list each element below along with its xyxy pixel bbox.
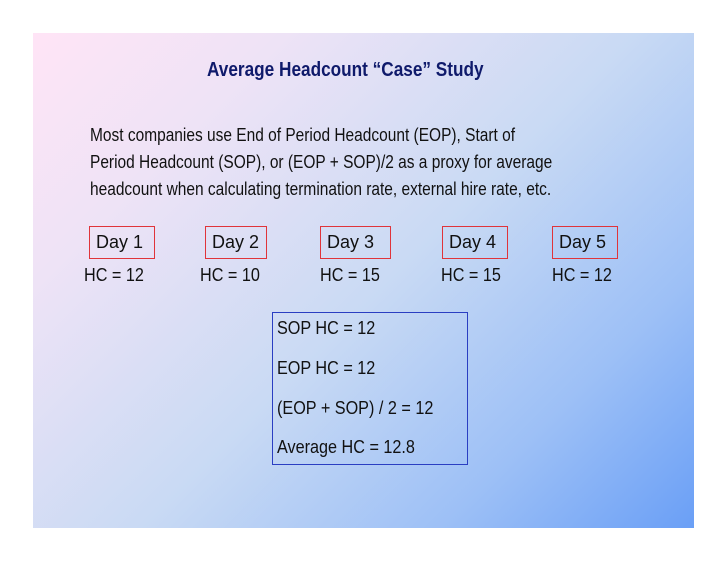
day-2-box: Day 2	[205, 226, 267, 259]
day-3-headcount: HC = 15	[320, 265, 380, 285]
slide-background	[33, 33, 694, 528]
day-4-headcount: HC = 15	[441, 265, 501, 285]
summary-sop: SOP HC = 12	[277, 318, 376, 338]
day-1-box: Day 1	[89, 226, 155, 259]
summary-eop: EOP HC = 12	[277, 358, 376, 378]
summary-eop-sop-average: (EOP + SOP) / 2 = 12	[277, 398, 434, 418]
slide-title: Average Headcount “Case” Study	[207, 59, 484, 81]
paragraph-line: Most companies use End of Period Headcou…	[90, 125, 516, 145]
day-5-headcount: HC = 12	[552, 265, 612, 285]
day-1-headcount: HC = 12	[84, 265, 144, 285]
paragraph-line: Period Headcount (SOP), or (EOP + SOP)/2…	[90, 152, 553, 172]
day-2-headcount: HC = 10	[200, 265, 260, 285]
summary-box	[272, 312, 468, 465]
day-4-box: Day 4	[442, 226, 508, 259]
intro-paragraph: Most companies use End of Period Headcou…	[90, 122, 640, 203]
summary-average-hc: Average HC = 12.8	[277, 437, 415, 457]
day-3-box: Day 3	[320, 226, 391, 259]
day-5-box: Day 5	[552, 226, 618, 259]
paragraph-line: headcount when calculating termination r…	[90, 179, 552, 199]
